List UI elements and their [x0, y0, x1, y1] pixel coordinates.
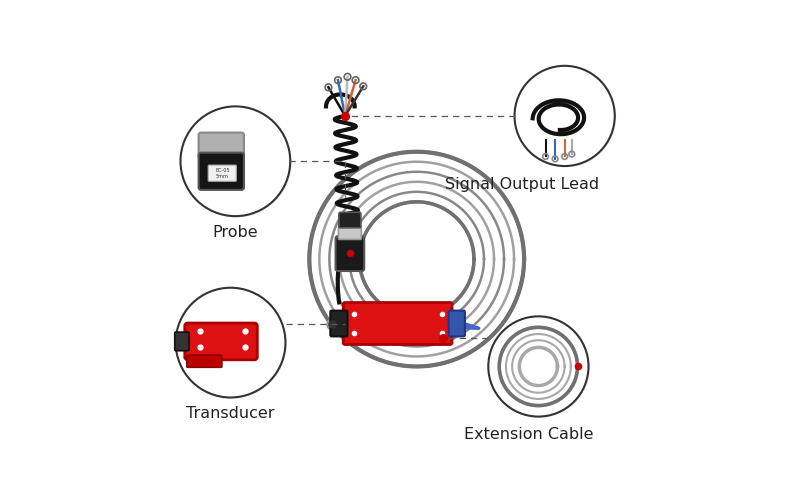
Text: Transducer: Transducer [186, 406, 275, 421]
FancyBboxPatch shape [198, 132, 244, 159]
Circle shape [176, 288, 286, 397]
FancyBboxPatch shape [338, 226, 362, 240]
Circle shape [182, 108, 292, 217]
Circle shape [490, 318, 590, 418]
FancyBboxPatch shape [174, 332, 189, 351]
FancyBboxPatch shape [449, 311, 465, 336]
Circle shape [514, 66, 614, 166]
Text: Probe: Probe [213, 225, 258, 240]
Circle shape [177, 289, 287, 399]
Circle shape [488, 316, 589, 417]
Text: EC-05
5mm: EC-05 5mm [215, 168, 230, 179]
FancyBboxPatch shape [343, 302, 452, 345]
Text: Extension Cable: Extension Cable [464, 427, 594, 442]
FancyBboxPatch shape [339, 212, 361, 228]
FancyBboxPatch shape [185, 323, 258, 360]
FancyBboxPatch shape [335, 236, 364, 271]
FancyBboxPatch shape [208, 165, 236, 181]
Text: Signal Output Lead: Signal Output Lead [445, 177, 598, 192]
FancyBboxPatch shape [198, 153, 244, 190]
Circle shape [181, 107, 290, 216]
Circle shape [516, 67, 616, 168]
FancyBboxPatch shape [330, 311, 347, 336]
FancyBboxPatch shape [186, 355, 222, 367]
